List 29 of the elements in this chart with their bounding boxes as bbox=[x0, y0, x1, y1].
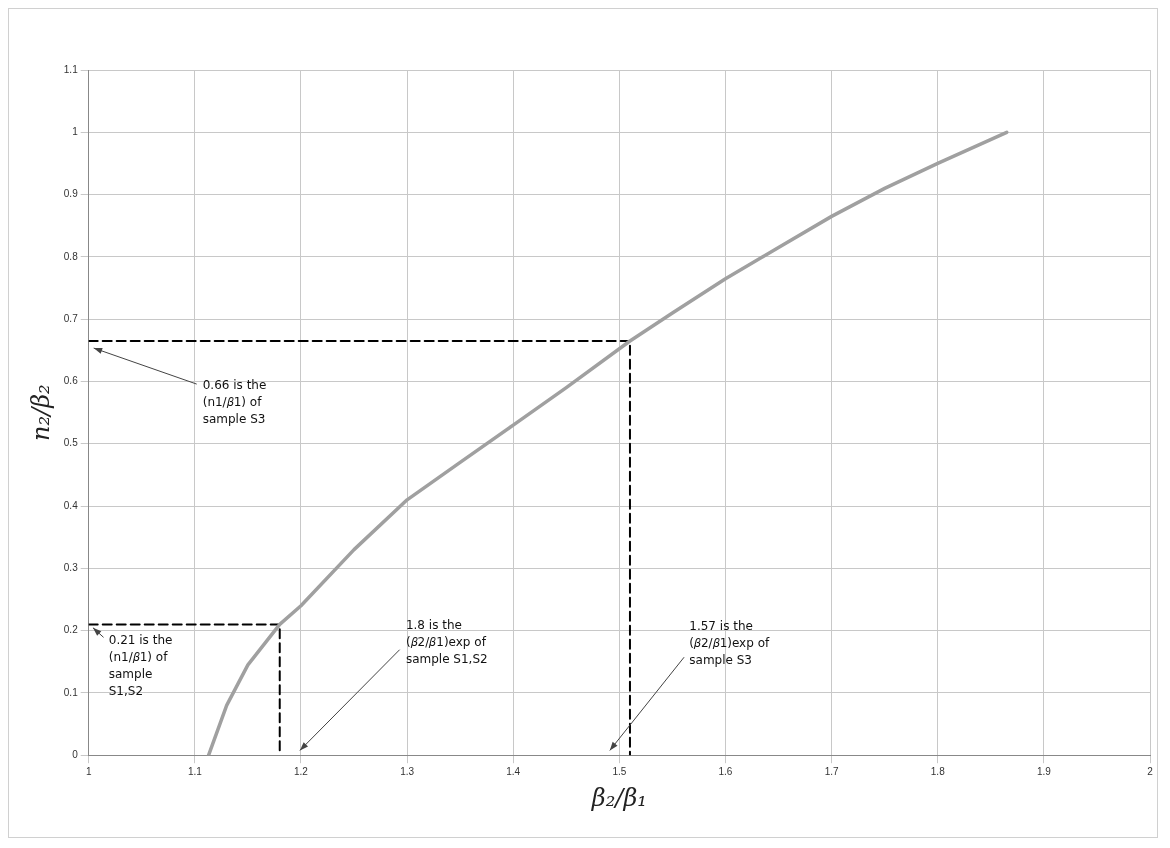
x-tick-label: 1.4 bbox=[506, 765, 521, 777]
y-tick-label: 0.7 bbox=[63, 312, 79, 324]
x-tick-label: 1.3 bbox=[400, 765, 415, 777]
x-tick-label: 1.9 bbox=[1036, 765, 1052, 777]
x-tick-label: 1.6 bbox=[718, 765, 733, 777]
y-tick-label: 1 bbox=[72, 126, 79, 138]
x-tick-label: 1 bbox=[85, 765, 92, 777]
y-tick-label: 0.2 bbox=[63, 624, 79, 636]
y-tick-label: 0 bbox=[72, 748, 79, 760]
x-tick-label: 2 bbox=[1147, 765, 1154, 777]
y-tick-label: 1.1 bbox=[63, 63, 79, 75]
y-tick-label: 0.5 bbox=[63, 437, 79, 449]
y-tick-label: 0.9 bbox=[63, 188, 79, 200]
y-tick-label: 0.1 bbox=[63, 686, 79, 698]
y-tick-label: 0.4 bbox=[63, 499, 79, 511]
annotation: 1.57 is the (𝛽2/𝛽1)exp of sample S3 bbox=[689, 619, 770, 668]
y-tick-label: 0.8 bbox=[63, 250, 79, 262]
x-tick-label: 1.7 bbox=[824, 765, 839, 777]
x-tick-label: 1.2 bbox=[294, 765, 309, 777]
x-tick-label: 1.1 bbox=[187, 765, 203, 777]
y-tick-label: 0.6 bbox=[63, 375, 79, 387]
annotation: 0.66 is the (n1/𝛽1) of sample S3 bbox=[202, 378, 267, 427]
x-axis-title: β₂/β₁ bbox=[590, 783, 647, 812]
annotation: 0.21 is the (n1/𝛽1) of sample S1,S2 bbox=[108, 632, 173, 698]
y-axis-title: n₂/β₂ bbox=[26, 384, 55, 441]
annotation: 1.8 is the (𝛽2/𝛽1)exp of sample S1,S2 bbox=[405, 618, 488, 667]
x-tick-label: 1.8 bbox=[930, 765, 946, 777]
x-tick-label: 1.5 bbox=[612, 765, 627, 777]
y-tick-label: 0.3 bbox=[63, 562, 79, 574]
